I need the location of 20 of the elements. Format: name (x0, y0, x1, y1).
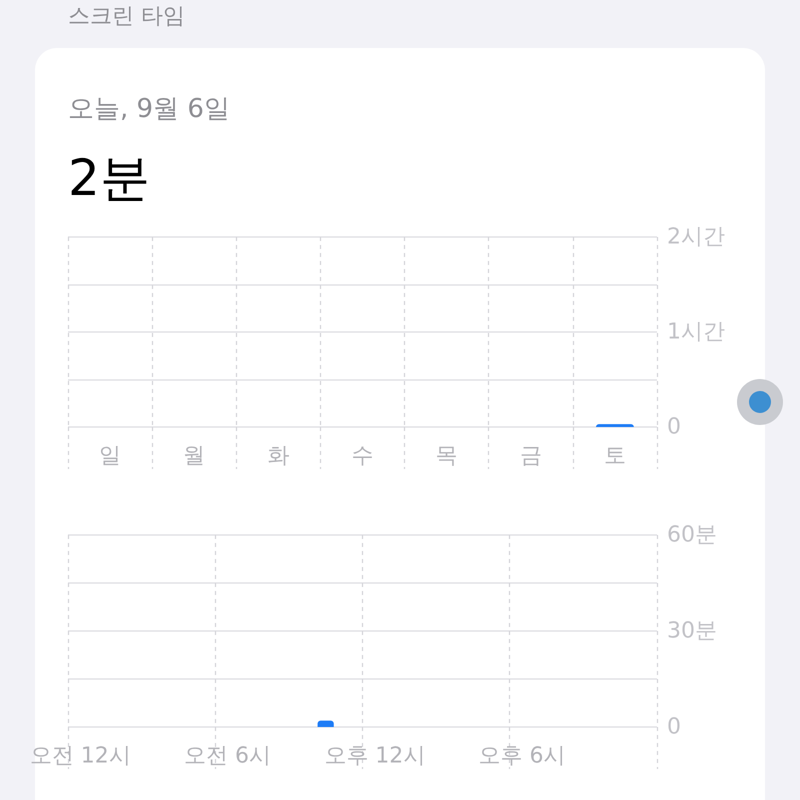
x-tick-label: 일 (99, 444, 122, 468)
y-tick-label: 30분 (667, 618, 717, 644)
text: 2분 (68, 148, 150, 209)
x-tick-label: 토 (604, 444, 626, 468)
x-tick-label: 월 (183, 444, 206, 468)
y-tick-label: 60분 (667, 522, 717, 548)
chart-title: 스크린 타임 (68, 3, 185, 31)
y-tick-label: 0 (667, 414, 681, 440)
y-tick-label: 1시간 (667, 320, 725, 344)
x-tick-label: 오후 12시 (324, 744, 426, 768)
y-tick-label: 2시간 (667, 224, 725, 250)
x-tick-label: 목 (436, 444, 458, 468)
x-tick-label: 화 (267, 444, 290, 468)
x-tick-label: 오전 6시 (184, 744, 272, 768)
x-tick-label: 오전 12시 (30, 744, 131, 768)
chart-subtitle: 오늘, 9월 6일 (68, 93, 230, 126)
x-tick-label: 수 (352, 444, 374, 468)
x-tick-label: 금 (520, 444, 542, 468)
y-tick-label: 0 (667, 714, 681, 740)
x-tick-label: 오후 6시 (478, 744, 566, 768)
